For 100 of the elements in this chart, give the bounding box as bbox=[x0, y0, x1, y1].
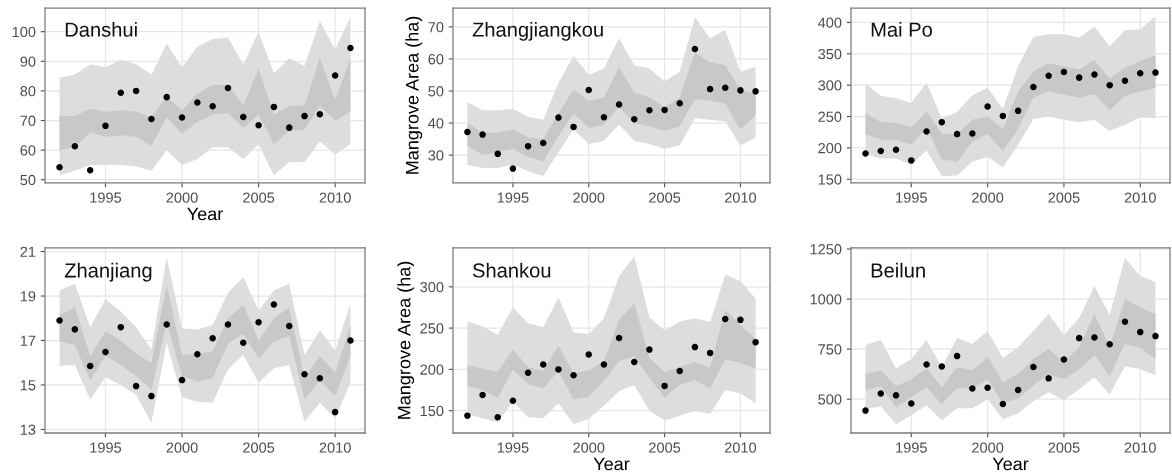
y-tick-label: 15 bbox=[20, 380, 36, 391]
point bbox=[615, 334, 623, 342]
point bbox=[301, 371, 308, 378]
point bbox=[1075, 334, 1083, 342]
x-tick-label: 2000 bbox=[573, 442, 605, 453]
point bbox=[570, 123, 577, 131]
point bbox=[661, 106, 668, 114]
x-tick-label: 2000 bbox=[972, 192, 1004, 203]
point bbox=[600, 114, 608, 121]
x-tick-label: 2005 bbox=[243, 192, 275, 203]
point bbox=[938, 118, 946, 126]
y-tick-label: 400 bbox=[817, 17, 842, 28]
point bbox=[178, 376, 186, 384]
point bbox=[676, 367, 684, 375]
x-tick-label: 2010 bbox=[319, 192, 351, 203]
point bbox=[255, 122, 262, 129]
point bbox=[301, 112, 308, 120]
point bbox=[285, 124, 293, 131]
point bbox=[1060, 68, 1068, 76]
y-tick-label: 150 bbox=[420, 405, 444, 417]
y-tick-label: 80 bbox=[20, 86, 36, 97]
x-tick-label: 2005 bbox=[649, 192, 681, 203]
x-tick-label: 1995 bbox=[896, 192, 927, 203]
point bbox=[706, 349, 714, 357]
point bbox=[691, 343, 699, 351]
point bbox=[539, 361, 547, 368]
point bbox=[1152, 332, 1159, 340]
text: Zhanjiang bbox=[64, 262, 152, 282]
x-tick-label: 2000 bbox=[573, 192, 605, 203]
x-tick-label: 2010 bbox=[319, 442, 351, 453]
point bbox=[509, 165, 517, 172]
point bbox=[331, 408, 339, 416]
y-tick-label: 200 bbox=[818, 142, 842, 154]
point bbox=[862, 150, 869, 157]
y-tick-label: 70 bbox=[20, 115, 36, 126]
y-tick-label: 13 bbox=[20, 424, 36, 435]
x-tick-label: 2005 bbox=[1048, 192, 1080, 203]
point bbox=[923, 361, 930, 368]
point bbox=[877, 390, 885, 397]
point bbox=[600, 361, 608, 368]
point bbox=[132, 87, 140, 95]
point bbox=[494, 414, 501, 421]
y-tick-label: 150 bbox=[818, 174, 842, 185]
point bbox=[270, 103, 278, 111]
point bbox=[270, 301, 278, 308]
point bbox=[56, 317, 63, 324]
point bbox=[1121, 318, 1129, 325]
point bbox=[630, 115, 638, 123]
x-tick-label: 2010 bbox=[1124, 192, 1156, 203]
point bbox=[630, 358, 638, 366]
y-tick-label: 40 bbox=[428, 118, 444, 129]
point bbox=[464, 128, 471, 136]
point bbox=[676, 99, 684, 107]
y-tick-label: 60 bbox=[20, 145, 36, 156]
point bbox=[117, 323, 125, 331]
point bbox=[1075, 74, 1083, 81]
text: Shankou bbox=[472, 262, 551, 278]
point bbox=[661, 382, 668, 390]
point bbox=[737, 316, 744, 324]
point bbox=[1091, 71, 1098, 78]
point bbox=[479, 391, 486, 399]
x-tick-label: 2005 bbox=[1048, 442, 1080, 453]
point bbox=[86, 362, 94, 370]
point bbox=[722, 315, 729, 323]
point bbox=[194, 99, 201, 106]
y-tick-label: 1250 bbox=[810, 244, 842, 255]
y-tick-label: 250 bbox=[818, 111, 842, 122]
y-tick-label: 50 bbox=[20, 174, 36, 186]
x-axis-title: Year bbox=[992, 457, 1029, 471]
point bbox=[923, 128, 930, 135]
y-tick-label: 19 bbox=[20, 291, 36, 302]
point bbox=[71, 326, 79, 333]
y-axis-title: Mangrove Area (ha) bbox=[405, 16, 423, 174]
point bbox=[71, 143, 79, 150]
y-tick-label: 300 bbox=[420, 281, 444, 293]
point bbox=[1030, 363, 1037, 371]
point bbox=[148, 392, 155, 400]
y-tick-label: 70 bbox=[428, 22, 444, 33]
point bbox=[1014, 386, 1022, 394]
point bbox=[752, 88, 759, 95]
point bbox=[877, 147, 885, 155]
point bbox=[240, 339, 247, 346]
point bbox=[56, 164, 63, 171]
point bbox=[509, 397, 517, 405]
point bbox=[691, 45, 699, 53]
x-tick-label: 2000 bbox=[166, 192, 198, 203]
x-tick-label: 2005 bbox=[243, 442, 275, 453]
point bbox=[163, 93, 170, 101]
x-tick-label: 2000 bbox=[972, 442, 1004, 453]
point bbox=[1045, 72, 1052, 79]
point bbox=[102, 348, 109, 356]
point bbox=[209, 103, 216, 110]
point bbox=[999, 400, 1007, 408]
y-tick-label: 50 bbox=[428, 86, 444, 97]
point bbox=[722, 84, 729, 92]
point bbox=[969, 130, 976, 137]
point bbox=[178, 114, 186, 121]
point bbox=[862, 407, 869, 414]
point bbox=[494, 150, 501, 158]
y-tick-label: 1000 bbox=[810, 294, 842, 305]
